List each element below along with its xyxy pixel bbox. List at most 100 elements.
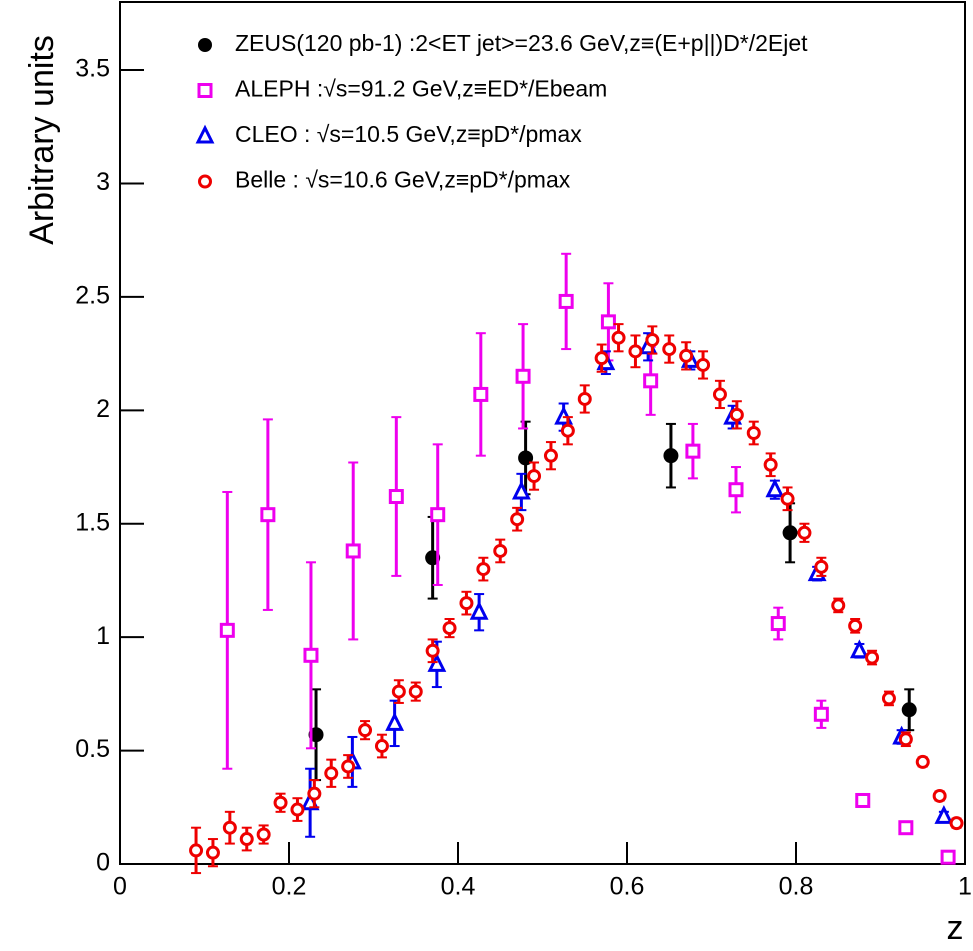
point (189, 843, 204, 858)
point (611, 330, 626, 345)
point (696, 357, 711, 372)
point (476, 562, 491, 577)
point (813, 706, 829, 722)
point (527, 469, 542, 484)
y-tick-label: 3.5 (75, 55, 110, 83)
plot-frame (119, 1, 966, 865)
point (518, 450, 534, 466)
x-tick-label: 0.8 (779, 873, 814, 901)
point (425, 643, 440, 658)
point (408, 684, 423, 699)
point (712, 387, 727, 402)
point (577, 391, 592, 406)
point (600, 314, 616, 330)
point (865, 650, 880, 665)
x-tick-label: 0.4 (441, 873, 476, 901)
x-tick-label: 1 (958, 873, 972, 901)
point (511, 480, 531, 500)
point (442, 621, 457, 636)
legend-marker (197, 83, 213, 98)
point (814, 559, 829, 574)
point (473, 386, 489, 402)
y-tick-label: 0 (96, 849, 110, 877)
legend-marker (198, 174, 212, 189)
y-tick-label: 1.5 (75, 508, 110, 536)
point (746, 426, 761, 440)
y-tick-label: 3 (96, 168, 110, 196)
y-tick-label: 2 (96, 395, 110, 423)
point (728, 482, 744, 498)
point (385, 712, 405, 731)
point (848, 618, 863, 633)
point (881, 691, 896, 706)
point (765, 478, 785, 498)
point (558, 293, 574, 309)
point (290, 802, 305, 817)
y-tick-label: 0.5 (75, 735, 110, 763)
point (780, 491, 795, 506)
point (831, 598, 846, 613)
point (901, 702, 917, 718)
point (782, 525, 798, 541)
point (662, 342, 677, 357)
point (308, 727, 324, 743)
point (932, 788, 947, 803)
x-tick-label: 0.6 (610, 873, 645, 901)
point (260, 507, 276, 523)
point (374, 739, 389, 754)
point (469, 600, 489, 620)
point (628, 344, 643, 359)
point (391, 684, 406, 699)
point (770, 616, 786, 632)
x-tick-label: 0.2 (272, 873, 307, 901)
point (949, 816, 964, 831)
point (729, 407, 744, 422)
legend-label: CLEO : √s=10.5 GeV,z≡pD*/pmax (235, 121, 582, 147)
point (543, 448, 558, 463)
point (560, 423, 575, 438)
point (307, 786, 322, 801)
point (898, 820, 914, 836)
point (934, 805, 954, 824)
point (219, 622, 235, 638)
point (898, 732, 913, 747)
point (940, 849, 956, 865)
point (855, 792, 871, 808)
x-tick-label: 0 (113, 873, 127, 901)
point (643, 373, 659, 389)
y-axis-label: Arbitrary units (23, 35, 61, 245)
y-tick-label: 2.5 (75, 282, 110, 310)
legend-marker (195, 124, 215, 144)
legend-label: ALEPH :√s=91.2 GeV,z≡ED*/Ebeam (235, 76, 607, 102)
point (459, 596, 474, 611)
point (388, 489, 404, 505)
point (849, 639, 869, 659)
point (797, 525, 812, 540)
point (324, 766, 339, 781)
point (341, 759, 356, 774)
point (256, 827, 271, 842)
point (663, 448, 679, 464)
point (915, 754, 930, 769)
point (303, 647, 319, 663)
point (345, 543, 361, 559)
legend-marker (198, 38, 212, 52)
point (645, 332, 660, 347)
point (273, 795, 288, 810)
point (430, 507, 446, 523)
y-tick-label: 1 (96, 622, 110, 650)
point (594, 351, 609, 366)
point (493, 543, 508, 558)
point (427, 653, 447, 672)
point (205, 845, 220, 860)
point (763, 457, 778, 472)
x-axis-label: z (947, 909, 964, 947)
point (358, 723, 373, 738)
point (679, 348, 694, 363)
point (425, 550, 441, 566)
point (239, 832, 254, 847)
point (510, 512, 525, 527)
legend-label: Belle : √s=10.6 GeV,z≡pD*/pmax (235, 167, 571, 193)
point (222, 820, 237, 835)
